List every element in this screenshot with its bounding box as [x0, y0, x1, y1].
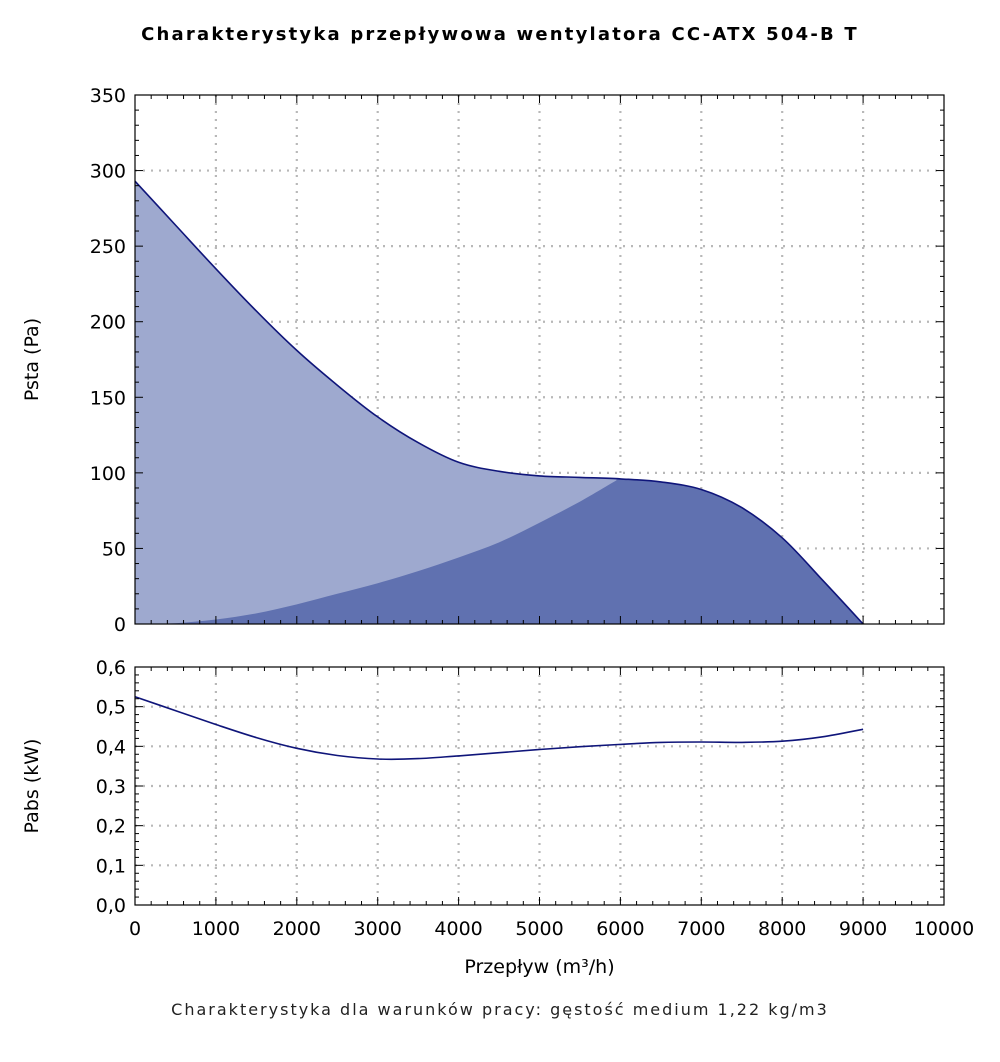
y-tick-label: 100 [90, 463, 126, 485]
y-tick-label: 0 [114, 614, 126, 636]
y-tick-label: 150 [90, 387, 126, 409]
y-tick-label: 200 [90, 312, 126, 334]
y-tick-label: 250 [90, 236, 126, 258]
x-tick-label: 4000 [434, 918, 482, 940]
x-axis-title: Przepływ (m³/h) [464, 956, 614, 978]
y-tick-label: 300 [90, 161, 126, 183]
y-tick-label: 50 [102, 538, 126, 560]
x-tick-label: 8000 [758, 918, 806, 940]
x-tick-label: 6000 [596, 918, 644, 940]
x-tick-label: 7000 [677, 918, 725, 940]
x-tick-label: 2000 [273, 918, 321, 940]
y-tick-label: 0,2 [96, 816, 126, 838]
x-tick-label: 0 [129, 918, 141, 940]
power-curve [134, 696, 864, 761]
y-tick-label: 0,5 [96, 697, 126, 719]
chart-title: Charakterystyka przepływowa wentylatora … [141, 24, 859, 45]
x-tick-label: 10000 [914, 918, 974, 940]
y-tick-label: 0,0 [96, 895, 126, 917]
y-axis-title: Pabs (kW) [21, 739, 43, 834]
conditions-footnote: Charakterystyka dla warunków pracy: gęst… [171, 1000, 829, 1019]
x-tick-label: 5000 [515, 918, 563, 940]
power-plot: 0,0 0,1 0,2 0,3 0,4 0,5 0,6 0 1000 2000 3000 4000 50… [21, 657, 974, 978]
y-tick-label: 0,3 [96, 776, 126, 798]
x-tick-label: 1000 [192, 918, 240, 940]
y-tick-label: 0,6 [96, 657, 126, 679]
y-axis-title: Psta (Pa) [21, 318, 43, 401]
y-tick-label: 350 [90, 85, 126, 107]
pressure-plot: 0 50 100 150 200 250 300 350 Psta (Pa) [21, 85, 945, 636]
fan-characteristic-chart: 0 50 100 150 200 250 300 350 Psta (Pa) 0,0 0,1 0,2… [21, 85, 974, 978]
pressure-curve [134, 180, 864, 625]
x-tick-label: 3000 [354, 918, 402, 940]
x-tick-label: 9000 [839, 918, 887, 940]
y-tick-label: 0,4 [96, 736, 126, 758]
y-tick-label: 0,1 [96, 855, 126, 877]
